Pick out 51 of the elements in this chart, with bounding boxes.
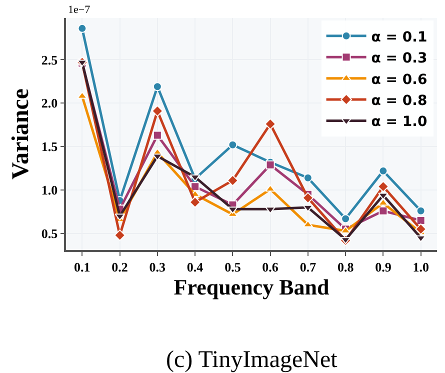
legend-label: α = 0.8	[371, 92, 428, 109]
legend-label: α = 0.3	[371, 50, 428, 67]
point	[265, 184, 276, 192]
y-axis-title: Variance	[8, 88, 34, 180]
point	[416, 216, 426, 225]
point	[152, 105, 164, 117]
x-tick-label: 0.1	[74, 259, 90, 274]
y-tick-label: 2.0	[41, 96, 58, 111]
point	[416, 235, 426, 242]
text: 1e−7	[68, 4, 91, 16]
point	[415, 223, 427, 235]
point	[377, 180, 389, 192]
point	[265, 206, 276, 214]
point	[190, 182, 200, 192]
point	[78, 24, 87, 33]
legend-label: α = 1.0	[371, 114, 428, 130]
x-tick-label: 0.8	[337, 259, 354, 274]
x-axis-title: Frequency Band	[174, 274, 330, 300]
point	[226, 174, 238, 186]
point	[303, 173, 312, 182]
point	[264, 118, 276, 130]
legend-label: α = 0.1	[371, 29, 428, 46]
x-tick-label: 0.4	[186, 259, 204, 274]
x-tick-label: 0.3	[149, 259, 166, 274]
text: (c) TinyImageNet	[166, 347, 338, 373]
point	[378, 192, 388, 200]
x-tick-label: 0.5	[224, 259, 242, 274]
point	[228, 206, 238, 214]
y-tick-label: 0.5	[41, 226, 58, 242]
point	[341, 214, 350, 224]
point	[378, 198, 388, 206]
point	[228, 140, 238, 150]
x-tick-label: 0.2	[112, 259, 128, 274]
point	[189, 196, 201, 208]
y-tick-label: 1.5	[41, 139, 58, 154]
x-tick-label: 0.6	[262, 259, 279, 274]
point	[378, 166, 388, 176]
point	[266, 160, 275, 170]
x-tick-label: 0.9	[375, 259, 392, 274]
x-tick-label: 0.7	[300, 259, 317, 274]
point	[152, 130, 162, 140]
point	[114, 230, 126, 241]
point	[416, 206, 426, 216]
point	[302, 192, 314, 204]
x-tick-label: 1.0	[412, 259, 429, 274]
point	[77, 92, 88, 99]
y-tick-label: 2.5	[41, 52, 58, 68]
point	[378, 206, 388, 216]
y-tick-label: 1.0	[41, 182, 58, 198]
point	[152, 82, 162, 92]
legend-label: α = 0.6	[371, 72, 428, 88]
